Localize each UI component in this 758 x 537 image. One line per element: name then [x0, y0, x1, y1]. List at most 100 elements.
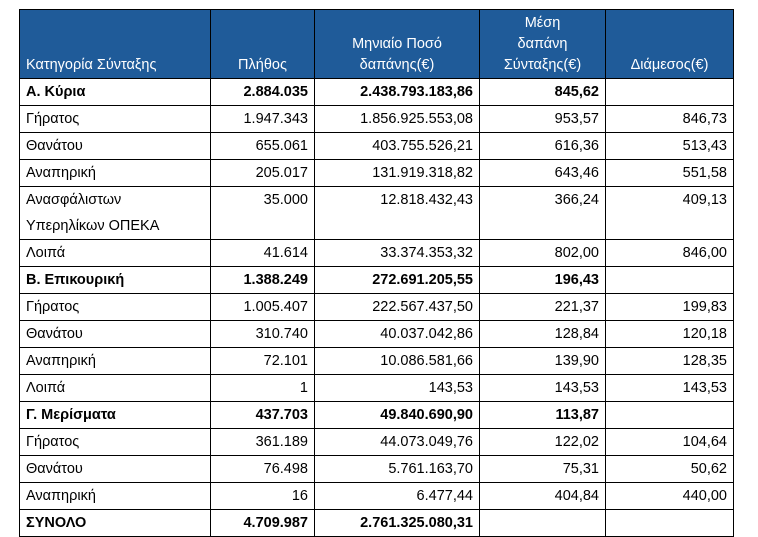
- cell-average: 845,62: [479, 78, 606, 106]
- cell-monthly: 1.856.925.553,08: [314, 105, 480, 133]
- table-row: Θανάτου 76.498 5.761.163,70 75,31 50,62: [19, 455, 734, 483]
- cell-count: 4.709.987: [210, 509, 315, 537]
- cell-category-line2: Υπερηλίκων ΟΠΕΚΑ: [26, 218, 160, 234]
- table-row: Αναπηρική 205.017 131.919.318,82 643,46 551,…: [19, 159, 734, 187]
- cell-median: 120,18: [605, 320, 734, 348]
- cell-category: Γήρατος: [19, 293, 211, 321]
- cell-average: 122,02: [479, 428, 606, 456]
- table-header-row: Κατηγορία Σύνταξης Πλήθος Μηνιαίο Ποσό δα…: [19, 9, 734, 79]
- cell-count: 310.740: [210, 320, 315, 348]
- header-avg-line1: Μέση: [524, 15, 561, 31]
- cell-average: 953,57: [479, 105, 606, 133]
- table-row: Λοιπά 41.614 33.374.353,32 802,00 846,00: [19, 239, 734, 267]
- cell-median: [605, 78, 734, 106]
- cell-median: 846,00: [605, 239, 734, 267]
- cell-median: 128,35: [605, 347, 734, 375]
- header-monthly-line1: Μηνιαίο Ποσό: [352, 36, 442, 52]
- table-section-row: Β. Επικουρική 1.388.249 272.691.205,55 196,…: [19, 266, 734, 294]
- cell-median: 143,53: [605, 374, 734, 402]
- cell-category-line1: Ανασφάλιστων: [26, 192, 122, 208]
- cell-monthly: 131.919.318,82: [314, 159, 480, 187]
- table-row: Γήρατος 1.947.343 1.856.925.553,08 953,57 84…: [19, 105, 734, 133]
- cell-median: 846,73: [605, 105, 734, 133]
- cell-average: 75,31: [479, 455, 606, 483]
- table-row: Αναπηρική 16 6.477,44 404,84 440,00: [19, 482, 734, 510]
- cell-monthly: 143,53: [314, 374, 480, 402]
- cell-median: 50,62: [605, 455, 734, 483]
- cell-monthly: 2.438.793.183,86: [314, 78, 480, 106]
- table-body: Α. Κύρια 2.884.035 2.438.793.183,86 845,62 Γ…: [19, 78, 734, 537]
- cell-median: [605, 509, 734, 537]
- cell-median: 409,13: [605, 186, 734, 240]
- cell-category: Αναπηρική: [19, 347, 211, 375]
- header-average: Μέση δαπάνη Σύνταξης(€): [479, 9, 606, 79]
- cell-count: 437.703: [210, 401, 315, 429]
- cell-average: 221,37: [479, 293, 606, 321]
- cell-category: Γήρατος: [19, 428, 211, 456]
- cell-count: 1.005.407: [210, 293, 315, 321]
- table-row: Θανάτου 655.061 403.755.526,21 616,36 513,43: [19, 132, 734, 160]
- cell-monthly: 6.477,44: [314, 482, 480, 510]
- cell-monthly: 40.037.042,86: [314, 320, 480, 348]
- cell-average: 128,84: [479, 320, 606, 348]
- cell-count: 1.947.343: [210, 105, 315, 133]
- cell-category: Θανάτου: [19, 320, 211, 348]
- cell-category: Λοιπά: [19, 239, 211, 267]
- cell-count: 41.614: [210, 239, 315, 267]
- cell-count: 1: [210, 374, 315, 402]
- cell-category: Α. Κύρια: [19, 78, 211, 106]
- cell-count: 35.000: [210, 186, 315, 240]
- header-monthly: Μηνιαίο Ποσό δαπάνης(€): [314, 9, 480, 79]
- table-row: Ανασφάλιστων Υπερηλίκων ΟΠΕΚΑ 35.000 12.818…: [19, 186, 734, 240]
- cell-average: 802,00: [479, 239, 606, 267]
- table-row: Θανάτου 310.740 40.037.042,86 128,84 120,18: [19, 320, 734, 348]
- cell-monthly: 2.761.325.080,31: [314, 509, 480, 537]
- cell-median: 513,43: [605, 132, 734, 160]
- cell-category: Λοιπά: [19, 374, 211, 402]
- cell-category: ΣΥΝΟΛΟ: [19, 509, 211, 537]
- cell-average: 404,84: [479, 482, 606, 510]
- cell-count: 72.101: [210, 347, 315, 375]
- cell-monthly: 44.073.049,76: [314, 428, 480, 456]
- cell-average: 643,46: [479, 159, 606, 187]
- cell-category: Θανάτου: [19, 455, 211, 483]
- header-category: Κατηγορία Σύνταξης: [19, 9, 211, 79]
- cell-category: Αναπηρική: [19, 482, 211, 510]
- cell-count: 205.017: [210, 159, 315, 187]
- cell-average: [479, 509, 606, 537]
- cell-median: 440,00: [605, 482, 734, 510]
- cell-monthly: 10.086.581,66: [314, 347, 480, 375]
- cell-category: Ανασφάλιστων Υπερηλίκων ΟΠΕΚΑ: [19, 186, 211, 240]
- cell-average: 143,53: [479, 374, 606, 402]
- cell-monthly: 403.755.526,21: [314, 132, 480, 160]
- cell-category: Β. Επικουρική: [19, 266, 211, 294]
- table-section-row: Α. Κύρια 2.884.035 2.438.793.183,86 845,62: [19, 78, 734, 106]
- cell-median: 551,58: [605, 159, 734, 187]
- cell-average: 196,43: [479, 266, 606, 294]
- cell-monthly: 33.374.353,32: [314, 239, 480, 267]
- cell-category: Γήρατος: [19, 105, 211, 133]
- cell-average: 366,24: [479, 186, 606, 240]
- cell-median: [605, 266, 734, 294]
- cell-monthly: 5.761.163,70: [314, 455, 480, 483]
- cell-category: Αναπηρική: [19, 159, 211, 187]
- table-row: Λοιπά 1 143,53 143,53 143,53: [19, 374, 734, 402]
- cell-average: 113,87: [479, 401, 606, 429]
- cell-median: [605, 401, 734, 429]
- cell-average: 139,90: [479, 347, 606, 375]
- table-row: Γήρατος 1.005.407 222.567.437,50 221,37 199,…: [19, 293, 734, 321]
- cell-monthly: 12.818.432,43: [314, 186, 480, 240]
- cell-count: 16: [210, 482, 315, 510]
- cell-median: 104,64: [605, 428, 734, 456]
- cell-count: 2.884.035: [210, 78, 315, 106]
- cell-monthly: 49.840.690,90: [314, 401, 480, 429]
- table-section-row: ΣΥΝΟΛΟ 4.709.987 2.761.325.080,31: [19, 509, 734, 537]
- cell-category: Θανάτου: [19, 132, 211, 160]
- header-monthly-line2: δαπάνης(€): [359, 57, 435, 73]
- cell-count: 76.498: [210, 455, 315, 483]
- cell-count: 361.189: [210, 428, 315, 456]
- pension-expense-table: Κατηγορία Σύνταξης Πλήθος Μηνιαίο Ποσό δα…: [19, 9, 734, 537]
- cell-count: 1.388.249: [210, 266, 315, 294]
- cell-monthly: 272.691.205,55: [314, 266, 480, 294]
- cell-average: 616,36: [479, 132, 606, 160]
